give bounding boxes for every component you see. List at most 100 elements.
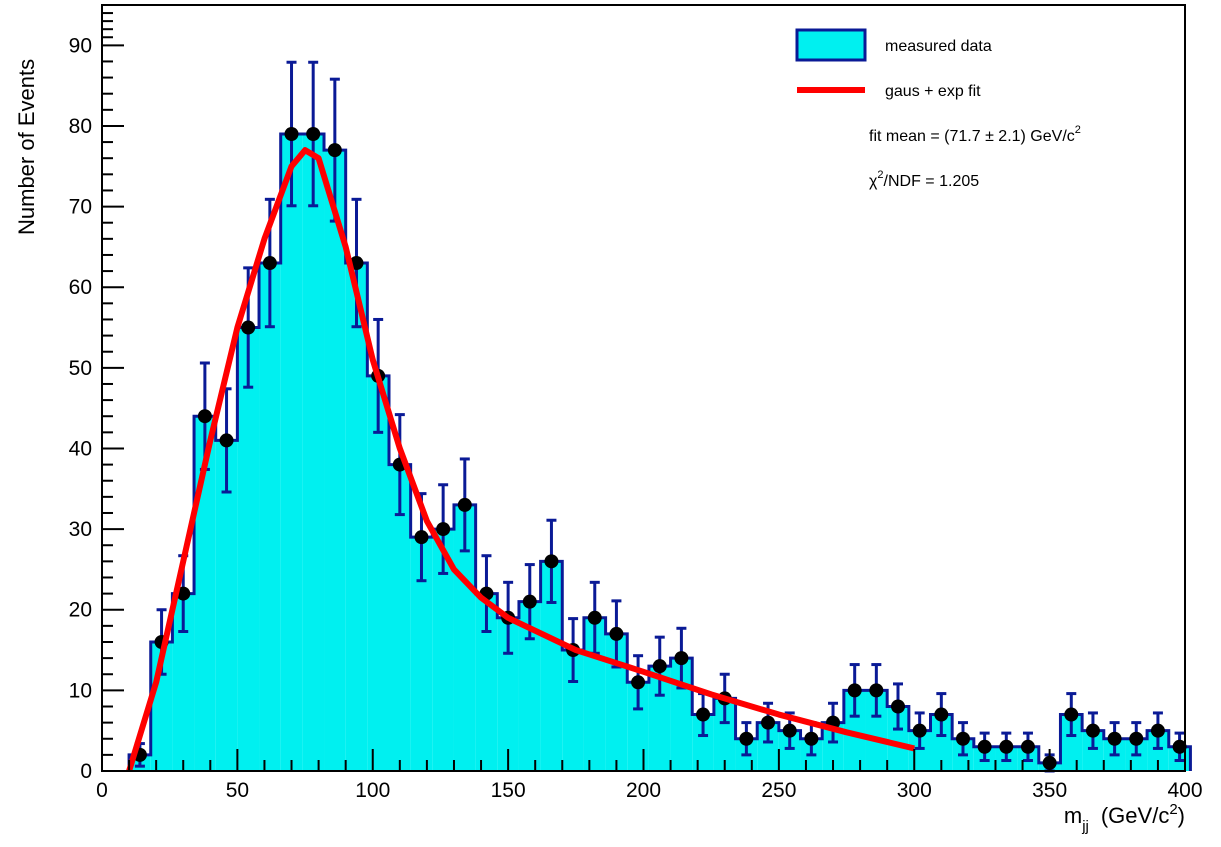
annotation-part: /NDF = 1.205	[884, 173, 980, 190]
bar	[432, 529, 454, 771]
data-point	[327, 143, 342, 158]
annotation-part: χ	[869, 173, 878, 190]
data-point	[739, 731, 754, 746]
data-point	[219, 433, 234, 448]
x-label-part: m	[1064, 803, 1082, 828]
fit-curve	[126, 147, 915, 772]
bar	[518, 601, 541, 771]
y-tick-label: 30	[69, 518, 92, 541]
legend-swatch	[795, 28, 867, 62]
bar	[1060, 714, 1083, 771]
y-tick-label: 0	[80, 760, 92, 783]
data-point	[891, 699, 906, 714]
data-point	[1020, 739, 1035, 754]
bar	[194, 416, 216, 771]
bar	[930, 714, 953, 771]
bar	[692, 714, 714, 771]
x-label-part: )	[1178, 803, 1185, 828]
data-point	[544, 554, 559, 569]
data-point	[955, 731, 970, 746]
bar	[757, 722, 779, 771]
data-point	[262, 256, 277, 271]
data-point	[241, 320, 256, 335]
bar	[778, 730, 801, 771]
data-point	[761, 715, 776, 730]
bar	[259, 263, 281, 771]
data-point	[306, 127, 321, 142]
y-tick-label: 60	[69, 276, 92, 299]
bar	[562, 650, 584, 771]
bar	[237, 327, 260, 771]
data-point	[999, 739, 1014, 754]
data-point	[804, 731, 819, 746]
x-label-part: (GeV/c	[1101, 803, 1169, 828]
data-point	[1172, 739, 1187, 754]
x-tick-label: 300	[897, 779, 932, 802]
data-point	[782, 723, 797, 738]
bar	[887, 706, 909, 771]
data-point	[457, 497, 472, 512]
x-tick-label: 100	[355, 779, 390, 802]
data-point	[284, 127, 299, 142]
data-point	[1129, 731, 1144, 746]
data-point	[1150, 723, 1165, 738]
bar	[843, 690, 866, 771]
data-point	[847, 683, 862, 698]
data-point	[197, 409, 212, 424]
bar	[713, 698, 736, 771]
bar	[367, 375, 389, 771]
annotation-part: 2	[1075, 124, 1081, 136]
bar	[280, 134, 303, 772]
bar	[388, 464, 411, 771]
legend-label: gaus + exp fit	[885, 83, 981, 100]
data-point	[977, 739, 992, 754]
y-axis-label: Number of Events	[14, 59, 39, 235]
data-point	[1085, 723, 1100, 738]
data-point	[912, 723, 927, 738]
y-tick-label: 90	[69, 34, 92, 57]
data-point	[652, 659, 667, 674]
annotation: χ2/NDF = 1.205	[869, 169, 979, 190]
legend-label: measured data	[885, 38, 992, 55]
bar	[822, 722, 844, 771]
data-point	[436, 522, 451, 537]
bar	[1147, 730, 1169, 771]
bar	[172, 593, 195, 771]
data-point	[414, 530, 429, 545]
bar	[1082, 730, 1104, 771]
data-point	[934, 707, 949, 722]
x-label-part: jj	[1081, 818, 1089, 835]
data-point	[587, 610, 602, 625]
x-tick-label: 0	[96, 779, 108, 802]
y-tick-label: 40	[69, 437, 92, 460]
data-point	[869, 683, 884, 698]
y-tick-label: 10	[69, 679, 92, 702]
annotation-part: 2	[877, 169, 883, 181]
bar	[865, 690, 888, 771]
bar	[215, 440, 238, 771]
bar	[302, 134, 325, 772]
x-label-part: 2	[1169, 801, 1177, 818]
bar	[627, 682, 649, 771]
bar	[324, 150, 346, 771]
bar	[497, 617, 519, 771]
x-tick-label: 250	[761, 779, 796, 802]
annotation-part: fit mean = (71.7 ± 2.1) GeV/c	[869, 128, 1075, 145]
y-tick-label: 20	[69, 599, 92, 622]
y-tick-label: 80	[69, 115, 92, 138]
bar	[648, 666, 671, 771]
bar	[540, 561, 563, 771]
x-tick-label: 200	[626, 779, 661, 802]
bar	[605, 633, 628, 771]
data-point	[631, 675, 646, 690]
x-tick-label: 400	[1167, 779, 1202, 802]
bar	[410, 537, 433, 771]
data-point	[696, 707, 711, 722]
data-point	[522, 594, 537, 609]
data-point	[1064, 707, 1079, 722]
x-tick-label: 50	[226, 779, 249, 802]
data-point	[1107, 731, 1122, 746]
x-tick-label: 350	[1032, 779, 1067, 802]
